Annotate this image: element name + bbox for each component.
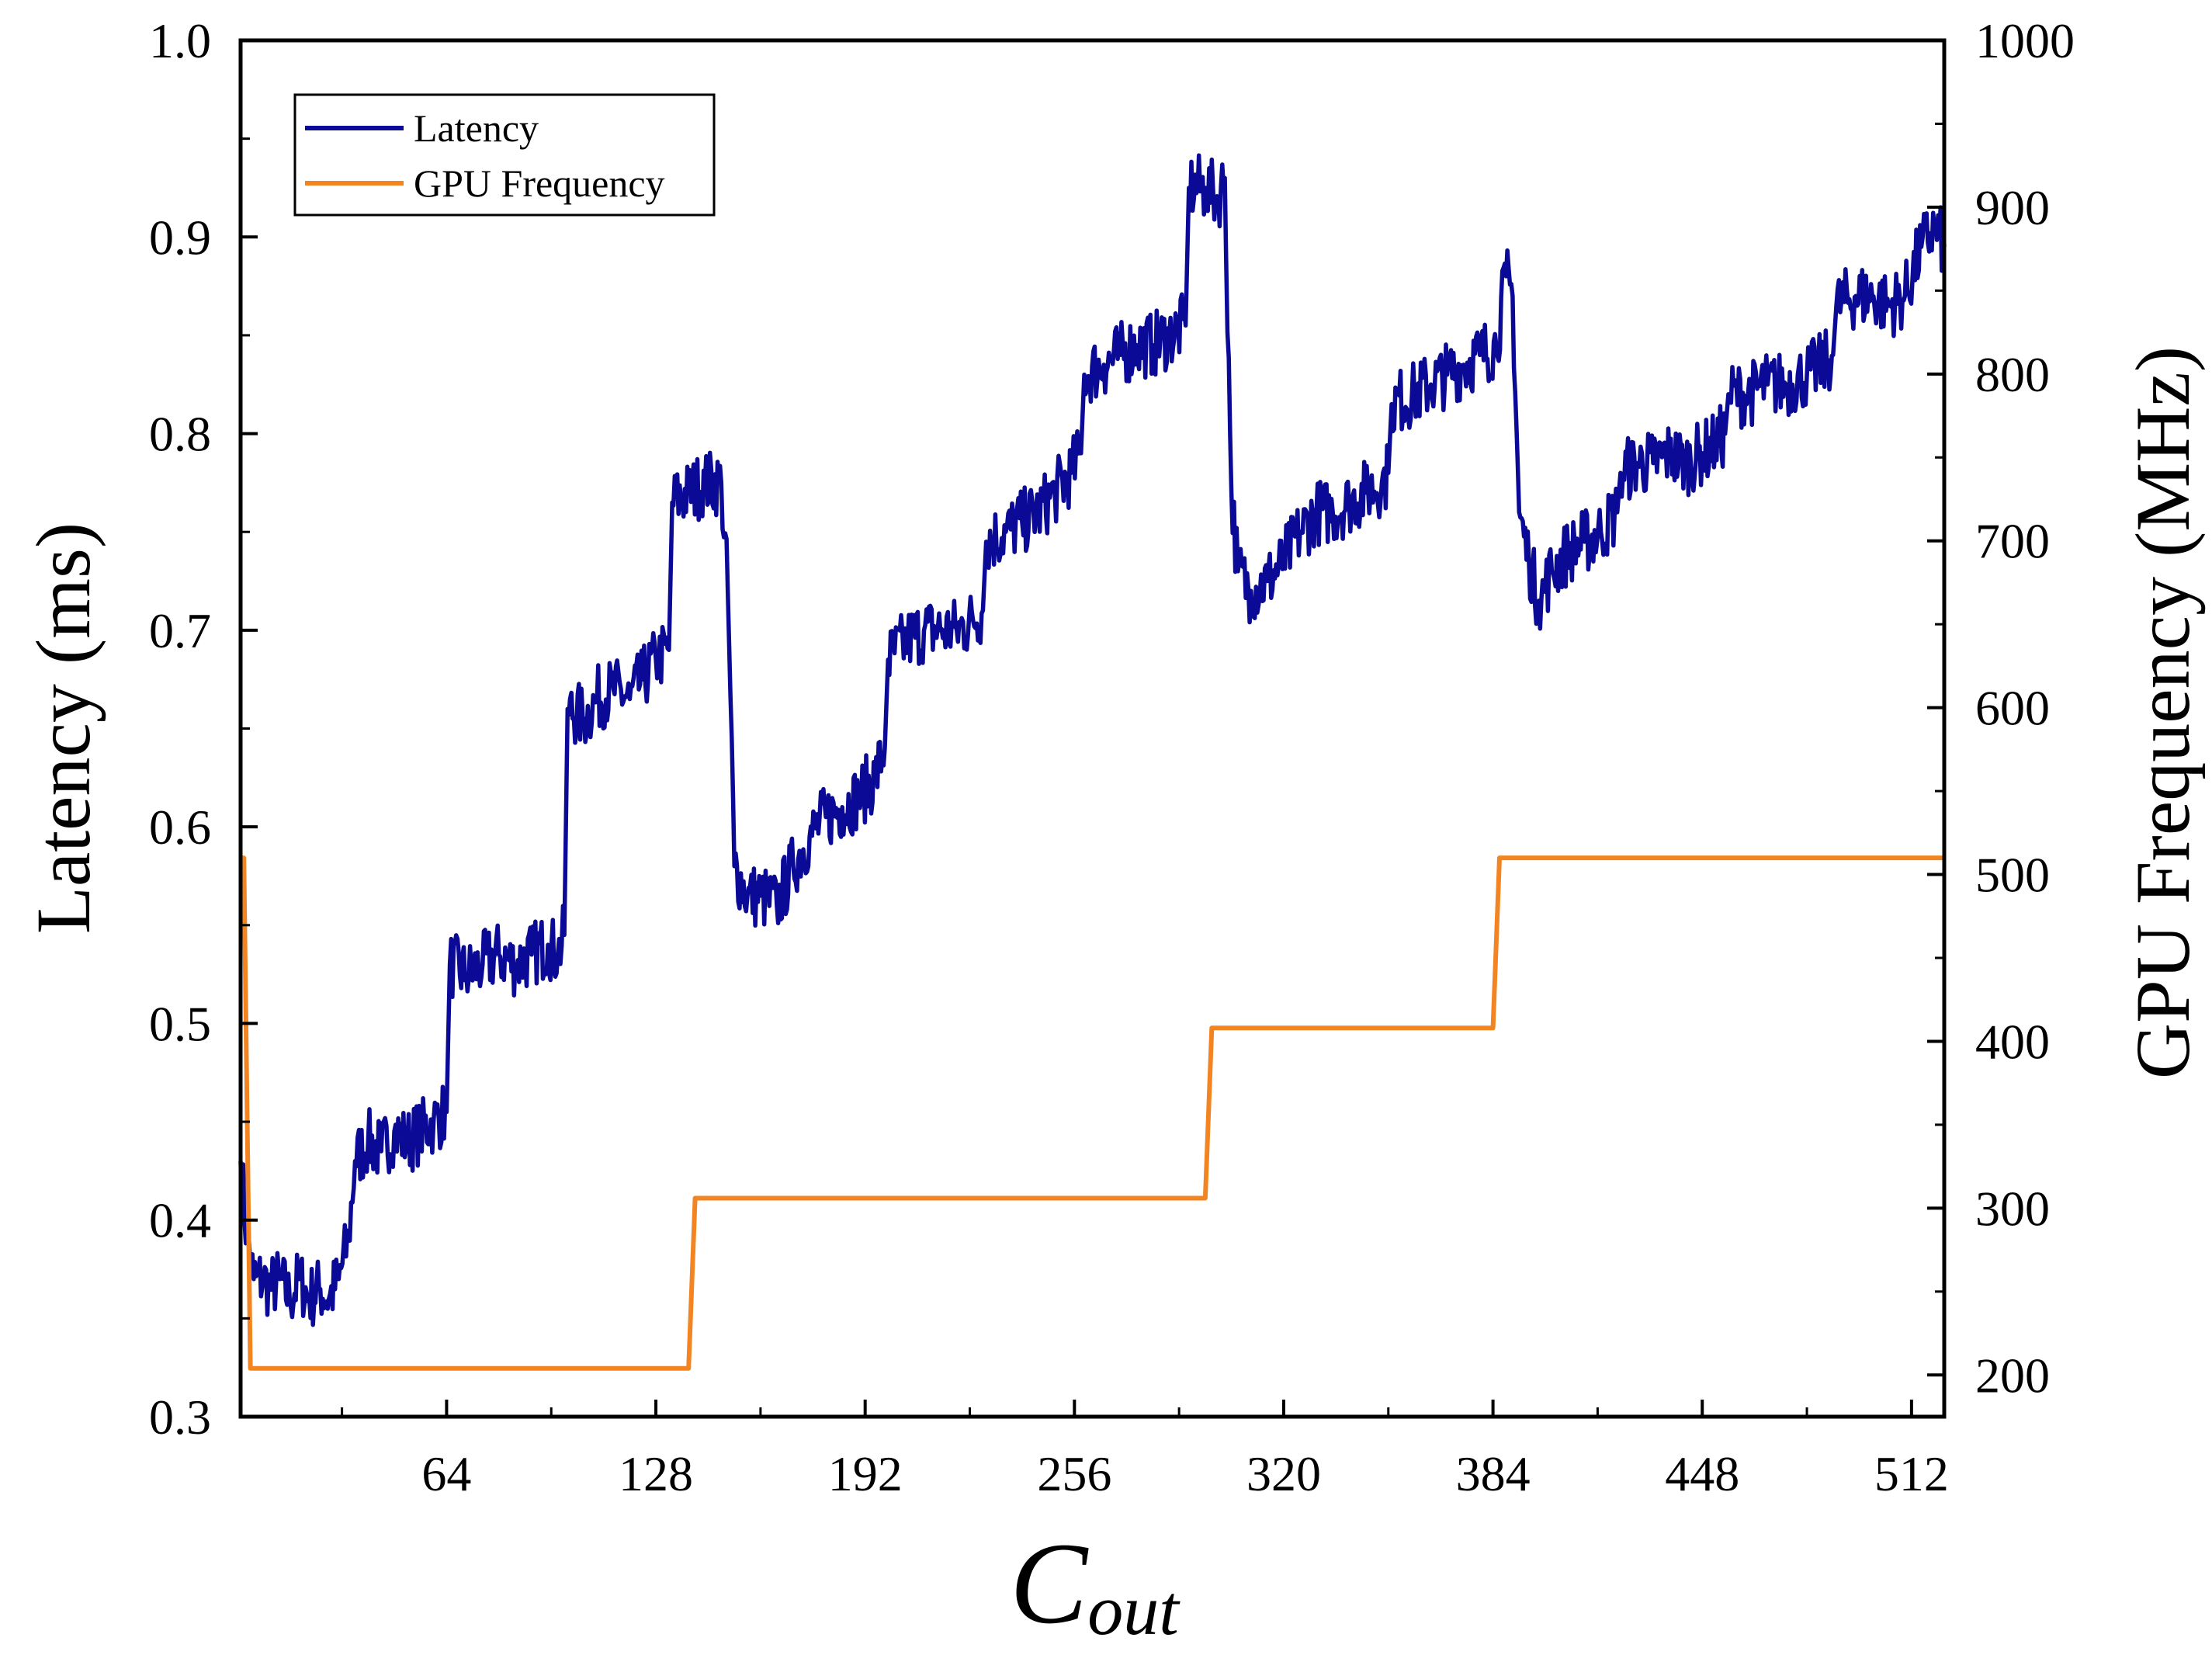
x-axis-title-subscript: out [1087, 1570, 1181, 1650]
legend: Latency GPU Frequency [293, 93, 716, 217]
y-left-tick-label: 0.8 [149, 407, 211, 462]
y-right-tick-label: 900 [1975, 180, 2050, 235]
plot-frame [238, 38, 1947, 1419]
y-left-tick-label: 0.9 [149, 210, 211, 265]
x-axis-title-main: C [1010, 1519, 1089, 1648]
y-right-tick-label: 500 [1975, 848, 2050, 903]
series-gpu-frequency-line [241, 855, 1944, 1371]
plot-lines [238, 153, 1947, 1371]
x-tick-label: 448 [1665, 1446, 1739, 1501]
x-axis-title: Cout [1010, 1519, 1181, 1650]
x-tick-label: 384 [1456, 1446, 1531, 1501]
x-tick-label: 256 [1037, 1446, 1111, 1501]
legend-label-latency: Latency [414, 106, 539, 150]
y-right-axis-ticks: 200 300 400 500 600 700 800 900 1000 [1927, 13, 2075, 1403]
x-tick-label: 512 [1874, 1446, 1949, 1501]
y-right-tick-label: 800 [1975, 347, 2050, 402]
y-left-tick-label: 1.0 [149, 13, 211, 68]
x-axis-ticks: 64 128 192 256 320 384 448 512 [341, 1400, 1949, 1501]
y-left-tick-label: 0.7 [149, 603, 211, 658]
x-tick-label: 64 [421, 1446, 471, 1501]
series-latency-line [238, 153, 1947, 1327]
y-right-axis-title: GPU Frequency (MHz) [2120, 346, 2206, 1079]
y-right-tick-label: 300 [1975, 1181, 2050, 1236]
y-right-tick-label: 400 [1975, 1014, 2050, 1069]
y-right-tick-label: 200 [1975, 1348, 2050, 1403]
x-tick-label: 128 [619, 1446, 693, 1501]
y-right-tick-label: 700 [1975, 514, 2050, 569]
y-left-tick-label: 0.5 [149, 996, 211, 1051]
y-left-tick-label: 0.6 [149, 800, 211, 855]
y-left-tick-label: 0.4 [149, 1193, 211, 1248]
y-right-tick-label: 600 [1975, 681, 2050, 736]
y-left-tick-label: 0.3 [149, 1390, 211, 1445]
x-tick-label: 192 [828, 1446, 903, 1501]
y-left-axis-ticks: 0.3 0.4 0.5 0.6 0.7 0.8 0.9 1.0 [149, 13, 258, 1445]
x-tick-label: 320 [1246, 1446, 1321, 1501]
y-right-tick-label: 1000 [1975, 13, 2075, 68]
legend-label-gpu-frequency: GPU Frequency [414, 161, 665, 205]
y-left-axis-title: Latency (ms) [20, 522, 106, 934]
legend-box [293, 93, 716, 217]
